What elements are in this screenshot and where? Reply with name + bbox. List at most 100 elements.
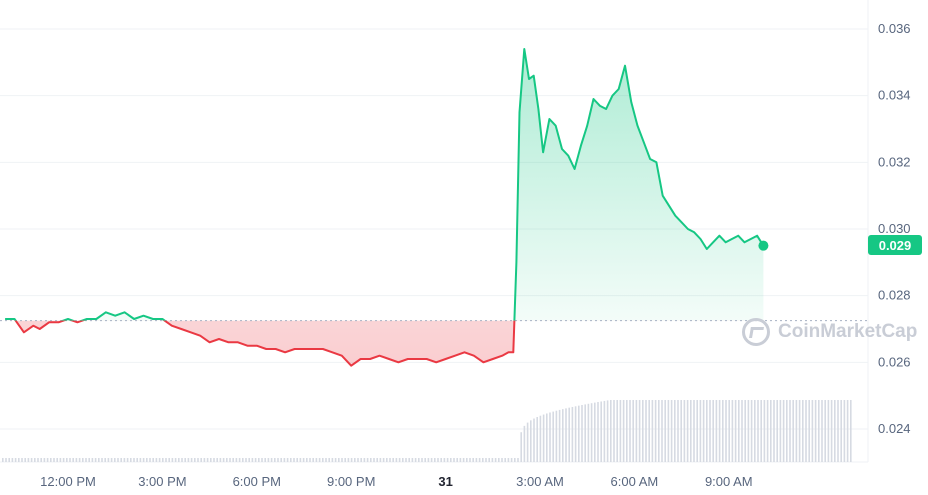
volume-bar xyxy=(594,402,596,462)
volume-bar xyxy=(811,400,814,462)
y-tick-label: 0.034 xyxy=(878,88,911,103)
volume-bar xyxy=(264,458,266,462)
volume-bar xyxy=(830,400,833,462)
volume-bar xyxy=(837,400,839,462)
volume-bar xyxy=(136,458,138,462)
volume-bar xyxy=(146,458,148,462)
volume-bar xyxy=(731,400,734,462)
volume-bar xyxy=(123,458,126,462)
volume-bar xyxy=(299,458,302,462)
price-line-up xyxy=(5,48,765,321)
volume-bar xyxy=(798,400,801,462)
volume-bar xyxy=(85,458,87,462)
volume-bar xyxy=(8,458,10,462)
volume-bar xyxy=(66,458,68,462)
volume-bar xyxy=(818,400,820,462)
volume-bar xyxy=(354,458,356,462)
volume-bar xyxy=(226,458,228,462)
volume-bar xyxy=(325,458,327,462)
volume-bar xyxy=(178,458,180,462)
volume-bar xyxy=(558,409,561,462)
volume-bar xyxy=(664,400,666,462)
volume-bar xyxy=(827,400,830,462)
volume-bar xyxy=(520,432,522,462)
volume-bar xyxy=(450,458,452,462)
volume-bar xyxy=(251,458,254,462)
volume-bar xyxy=(834,400,836,462)
volume-bar xyxy=(603,400,606,462)
volume-bar xyxy=(466,458,468,462)
volume-bar xyxy=(21,458,23,462)
watermark: CoinMarketCap xyxy=(742,318,917,346)
volume-bar xyxy=(389,458,391,462)
volume-bar xyxy=(504,458,506,462)
volume-bar xyxy=(5,458,7,462)
volume-bar xyxy=(597,402,599,462)
volume-bar xyxy=(600,401,602,462)
y-tick-label: 0.030 xyxy=(878,221,911,236)
volume-bar xyxy=(126,458,129,462)
volume-bar xyxy=(629,400,631,462)
volume-bar xyxy=(709,400,711,462)
volume-bar xyxy=(40,458,42,462)
volume-bar xyxy=(734,400,737,462)
volume-bar xyxy=(475,458,478,462)
volume-bar xyxy=(706,400,708,462)
volume-bar xyxy=(622,400,625,462)
volume-bar xyxy=(472,458,474,462)
volume-bar xyxy=(405,458,407,462)
volume-bar xyxy=(245,458,247,462)
x-tick-label: 9:00 PM xyxy=(327,474,375,489)
volume-bar xyxy=(24,458,26,462)
volume-bar xyxy=(267,458,270,462)
volume-bar xyxy=(754,400,756,462)
volume-bar xyxy=(699,400,702,462)
volume-bar xyxy=(50,458,52,462)
y-tick-label: 0.036 xyxy=(878,21,911,36)
volume-bar xyxy=(2,458,4,462)
volume-bar xyxy=(843,400,846,462)
volume-bar xyxy=(158,458,161,462)
volume-bar xyxy=(846,400,849,462)
volume-bar xyxy=(72,458,74,462)
volume-bar xyxy=(133,458,135,462)
volume-bar xyxy=(331,458,334,462)
volume-bar xyxy=(277,458,279,462)
volume-bar xyxy=(27,458,30,462)
volume-bar xyxy=(715,400,718,462)
volume-bar xyxy=(722,400,724,462)
coinmarketcap-logo-icon xyxy=(742,318,770,346)
volume-bar xyxy=(478,458,481,462)
volume-bar xyxy=(165,458,167,462)
volume-bar xyxy=(760,400,762,462)
volume-bar xyxy=(197,458,199,462)
volume-bar xyxy=(446,458,449,462)
volume-bar xyxy=(792,400,794,462)
volume-bar xyxy=(747,400,750,462)
volume-bar xyxy=(795,400,798,462)
y-tick-label: 0.024 xyxy=(878,421,911,436)
volume-bar xyxy=(395,458,398,462)
volume-bar xyxy=(776,400,778,462)
volume-bar xyxy=(350,458,353,462)
volume-bar xyxy=(155,458,158,462)
volume-bar xyxy=(578,405,580,462)
volume-bar xyxy=(402,458,404,462)
volume-bar xyxy=(334,458,337,462)
volume-bar xyxy=(507,458,510,462)
volume-bar xyxy=(632,400,634,462)
volume-bar xyxy=(498,458,500,462)
volume-bar xyxy=(187,458,190,462)
volume-bar xyxy=(11,458,14,462)
volume-bar xyxy=(779,400,782,462)
volume-bar xyxy=(750,400,753,462)
volume-bar xyxy=(286,458,289,462)
volume-bar xyxy=(270,458,273,462)
volume-bar xyxy=(738,400,740,462)
volume-bar xyxy=(661,400,663,462)
volume-bar xyxy=(443,458,446,462)
volume-bar xyxy=(312,458,314,462)
volume-bar xyxy=(232,458,234,462)
volume-bar xyxy=(690,400,692,462)
volume-bar xyxy=(392,458,394,462)
